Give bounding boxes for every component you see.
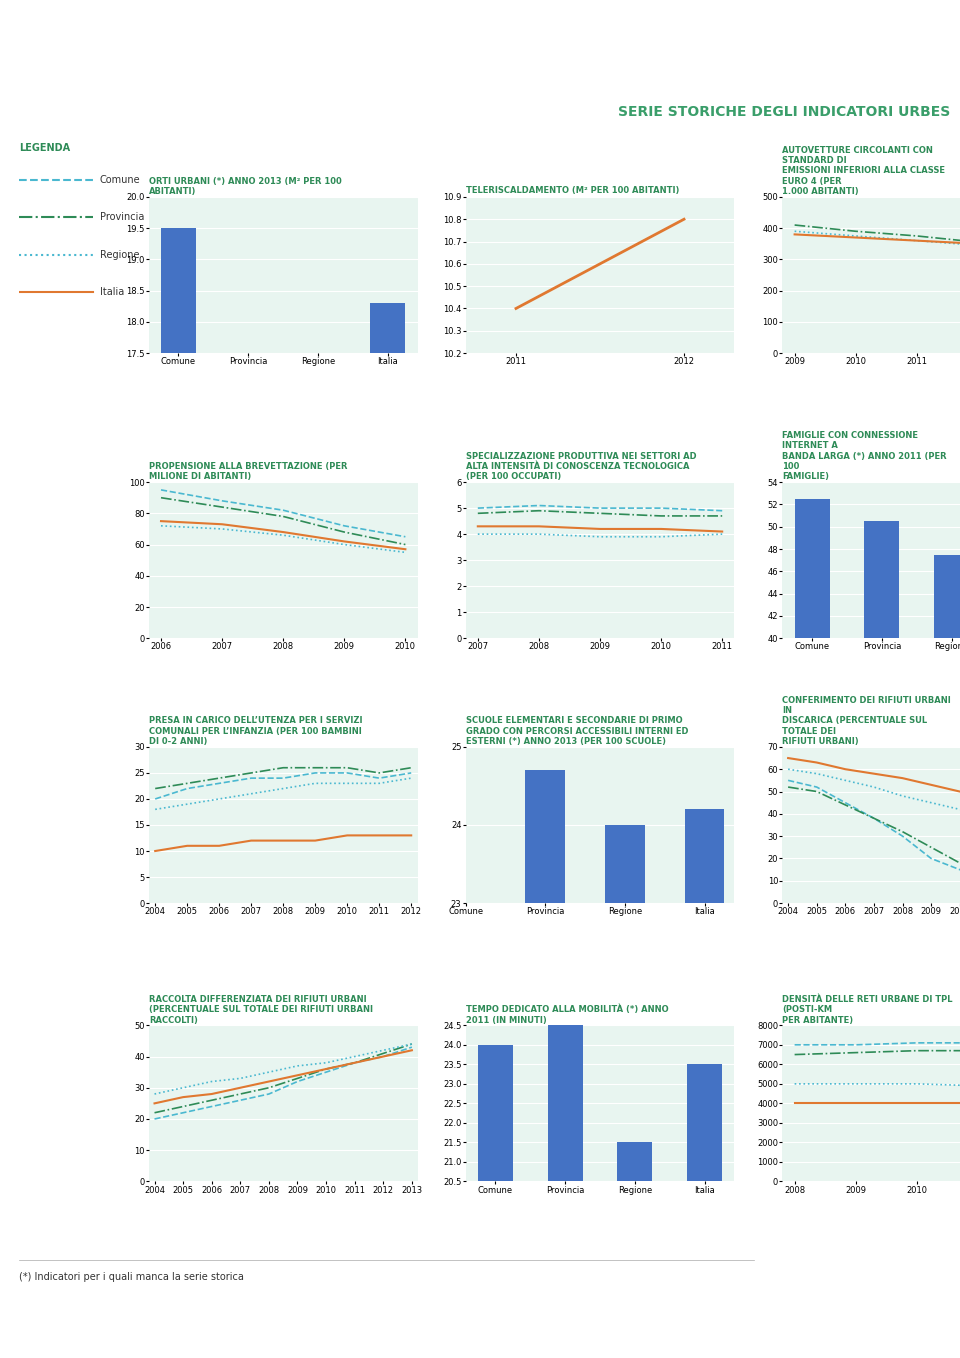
Bar [864,521,900,1085]
Text: (*) Indicatori per i quali manca la serie storica: (*) Indicatori per i quali manca la seri… [19,1271,244,1282]
Bar [478,1044,513,1358]
Text: 12: 12 [469,1309,491,1325]
Text: CONFERIMENTO DEI RIFIUTI URBANI IN
DISCARICA (PERCENTUALE SUL TOTALE DEI
RIFIUTI: CONFERIMENTO DEI RIFIUTI URBANI IN DISCA… [782,695,951,746]
Text: TEMPO DEDICATO ALLA MOBILITÀ (*) ANNO
2011 (IN MINUTI): TEMPO DEDICATO ALLA MOBILITÀ (*) ANNO 20… [466,1005,668,1024]
Text: SPECIALIZZAZIONE PRODUTTIVA NEI SETTORI AD
ALTA INTENSITÀ DI CONOSCENZA TECNOLOG: SPECIALIZZAZIONE PRODUTTIVA NEI SETTORI … [466,451,696,481]
Text: AUTOVETTURE CIRCOLANTI CON STANDARD DI
EMISSIONI INFERIORI ALLA CLASSE EURO 4 (P: AUTOVETTURE CIRCOLANTI CON STANDARD DI E… [782,145,946,196]
Bar [547,1025,583,1358]
Text: Provincia: Provincia [100,212,144,223]
Text: ur: ur [6,33,36,56]
Text: PRESA IN CARICO DELL’UTENZA PER I SERVIZI
COMUNALI PER L’INFANZIA (PER 100 BAMBI: PRESA IN CARICO DELL’UTENZA PER I SERVIZ… [149,716,362,746]
Text: SERIE STORICHE DEGLI INDICATORI URBES: SERIE STORICHE DEGLI INDICATORI URBES [618,105,950,120]
Bar [371,303,405,1358]
Bar [617,1142,653,1358]
Bar [161,228,196,1358]
Text: s: s [101,38,108,52]
Text: SCUOLE ELEMENTARI E SECONDARIE DI PRIMO
GRADO CON PERCORSI ACCESSIBILI INTERNI E: SCUOLE ELEMENTARI E SECONDARIE DI PRIMO … [466,716,688,746]
Text: LEGENDA: LEGENDA [19,143,70,152]
Text: e: e [84,38,91,52]
Text: TELERISCALDAMENTO (M² PER 100 ABITANTI): TELERISCALDAMENTO (M² PER 100 ABITANTI) [466,186,679,194]
Text: Comune: Comune [100,175,140,185]
Bar [605,824,645,1358]
Text: DENSITÀ DELLE RETI URBANE DI TPL (POSTI-KM
PER ABITANTE): DENSITÀ DELLE RETI URBANE DI TPL (POSTI-… [782,994,953,1024]
Bar [934,554,960,1085]
Text: ORTI URBANI (*) ANNO 2013 (M² PER 100
ABITANTI): ORTI URBANI (*) ANNO 2013 (M² PER 100 AB… [149,177,342,196]
Text: Italia: Italia [100,287,124,297]
Text: RACCOLTA DIFFERENZIATA DEI RIFIUTI URBANI
(PERCENTUALE SUL TOTALE DEI RIFIUTI UR: RACCOLTA DIFFERENZIATA DEI RIFIUTI URBAN… [149,994,372,1024]
Text: Regione: Regione [100,250,139,259]
Text: Firenze: Firenze [824,30,950,58]
Text: PROPENSIONE ALLA BREVETTAZIONE (PER
MILIONE DI ABITANTI): PROPENSIONE ALLA BREVETTAZIONE (PER MILI… [149,462,348,481]
Text: FAMIGLIE CON CONNESSIONE INTERNET A
BANDA LARGA (*) ANNO 2011 (PER 100
FAMIGLIE): FAMIGLIE CON CONNESSIONE INTERNET A BAND… [782,430,947,481]
Text: b: b [65,38,75,52]
Bar [525,770,565,1358]
Bar [687,1065,722,1358]
Bar [795,498,829,1085]
Bar [684,809,725,1358]
